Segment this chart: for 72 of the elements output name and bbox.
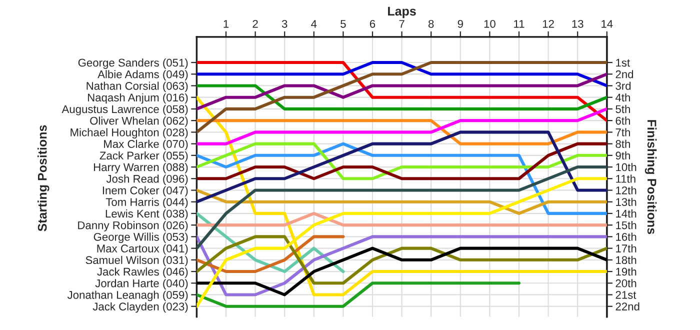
line-series [196,72,607,110]
category-label: Max Clarke (070) [104,140,188,150]
category-label: Jack Rawles (046) [97,267,188,278]
y2-tick-label: 22nd [616,302,640,310]
category-label: Michael Houghton (028) [70,128,188,139]
y2-tick-label: 7th [616,128,630,136]
category-label: George Willis (053) [94,232,188,244]
category-label: Nathan Corsial (063) [86,82,188,92]
category-label: George Sanders (051) [78,58,188,69]
category-label: Tom Harris (044) [106,198,188,208]
category-label: Jonathan Leanagh (059) [67,290,188,302]
text: Starting Positions [38,125,50,232]
line-series [196,235,607,285]
x-tick-label: 11 [514,20,524,28]
category-label: Inem Coker (047) [102,186,188,197]
line-series [196,60,607,134]
line-series [196,142,607,180]
y2-tick-label: 21st [616,291,636,299]
y2-tick-label: 20th [616,279,636,288]
y2-tick-label: 10th [616,162,636,172]
line-series [196,246,607,296]
y2-tick-label: 4th [615,93,630,102]
y2-tick-label: 2nd [616,70,634,78]
x-tick-label: 8 [428,20,434,28]
y2-tick-label: 1st [616,58,630,67]
y2-axis-title: Finishing Positions [644,120,657,234]
x-tick-label: 1 [224,20,229,28]
x-tick-label: 7 [399,20,404,28]
line-series [196,142,607,215]
y2-tick-label: 3rd [616,82,631,90]
y2-tick-label: 8th [616,140,630,148]
x-tick-label: 10 [484,20,496,28]
x-tick-label: 5 [340,20,346,28]
category-label: Naqash Anjum (016) [88,93,188,104]
x-tick-label: 4 [311,20,317,28]
category-label: Albie Adams (049) [98,70,188,80]
category-label: Danny Robinson (026) [78,221,188,232]
x-tick-label: 6 [370,20,376,28]
category-label: Jack Clayden (023) [92,302,188,313]
y2-tick-label: 13th [616,198,636,206]
y2-tick-label: 17th [616,244,636,252]
line-series [196,177,607,308]
y2-tick-label: 18th [616,256,636,264]
line-series [196,235,607,296]
category-label: Max Cartoux (041) [97,244,188,255]
line-series [196,130,607,204]
category-label: Augustus Lawrence (058) [62,104,188,116]
line-series [196,165,607,250]
y2-tick-label: 12th [616,186,636,194]
y2-tick-label: 19th [616,267,636,276]
x-tick-label: 13 [572,20,584,28]
line-series [196,107,607,146]
y2-tick-label: 16th [616,232,636,241]
y2-tick-label: 6th [616,116,630,125]
x-tick-label: 9 [458,20,463,28]
y2-tick-label: 14th [616,209,636,218]
x-tick-label: 3 [282,20,288,28]
category-label: Lewis Kent (038) [106,209,188,220]
category-label: Josh Read (096) [106,174,188,185]
y2-tick-label: 5th [616,104,630,114]
y2-tick-label: 9th [616,151,630,160]
category-label: Harry Warren (088) [94,162,188,174]
x-tick-label: 14 [602,20,613,28]
category-label: Zack Parker (055) [100,151,188,162]
x-tick-label: 12 [542,20,554,28]
y2-tick-label: 15th [616,221,636,230]
category-label: Jordan Harte (040) [95,279,188,290]
category-label: Samuel Wilson (031) [86,256,188,266]
x-axis-title: Laps [388,6,416,18]
y2-tick-label: 11th [616,174,636,183]
x-tick-label: 2 [252,20,258,28]
category-label: Oliver Whelan (062) [90,116,188,127]
